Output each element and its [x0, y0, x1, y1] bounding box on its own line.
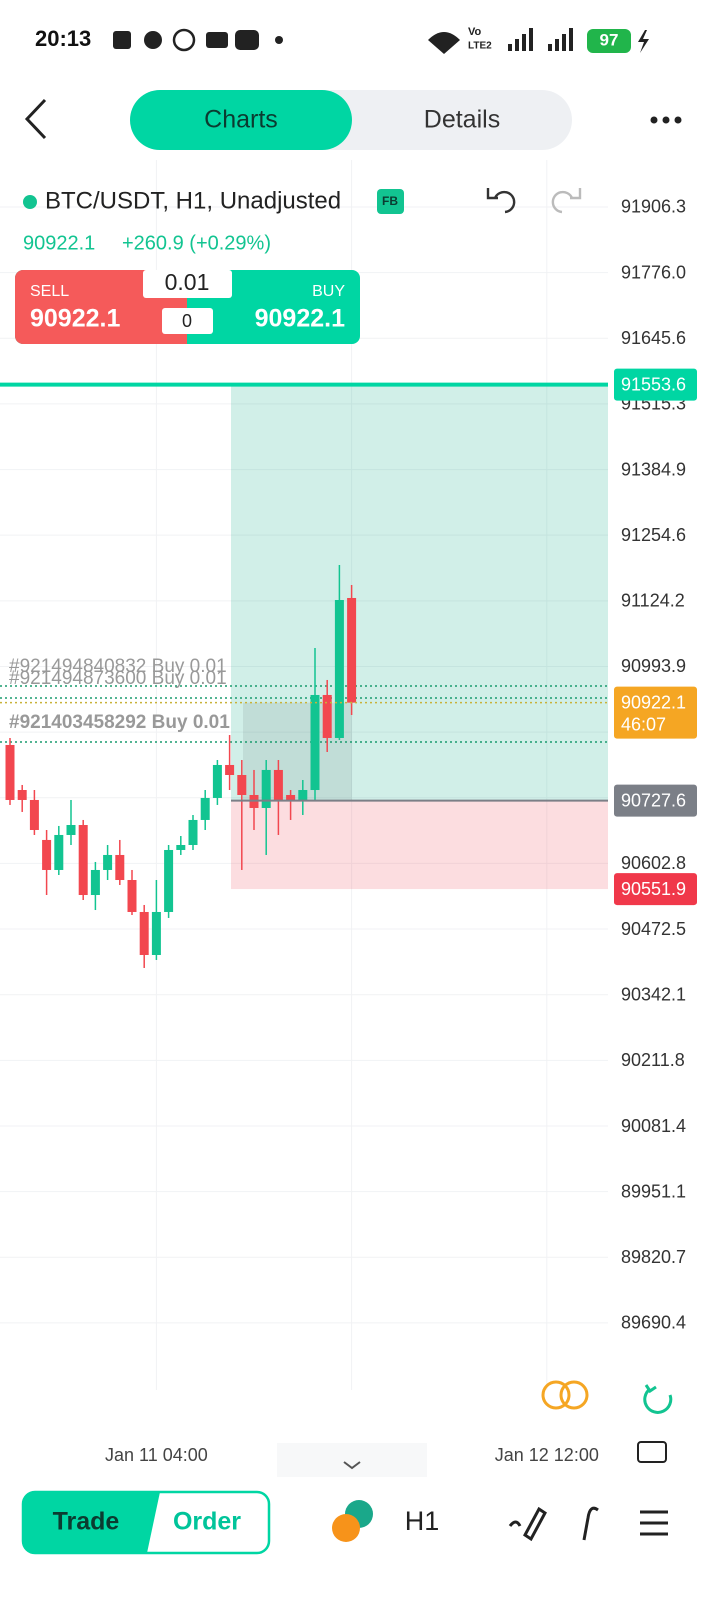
- x-tick-label: Jan 12 12:00: [495, 1445, 599, 1465]
- candle-body: [5, 744, 15, 800]
- y-tick-label: 91384.9: [621, 459, 686, 479]
- candle-body: [151, 911, 161, 955]
- candle-body: [322, 694, 332, 738]
- y-tick-label: 91776.0: [621, 262, 686, 282]
- candle-body: [103, 854, 113, 870]
- svg-text:Vo: Vo: [468, 26, 482, 38]
- buy-label[interactable]: BUY: [312, 283, 345, 300]
- candle-body: [54, 834, 64, 870]
- price-badge-label: 91553.6: [621, 374, 686, 394]
- price-badge-label: 90727.6: [621, 790, 686, 810]
- status-icons: Vo LTE2: [113, 26, 649, 54]
- trade-button[interactable]: Trade: [53, 1508, 120, 1536]
- candle-body: [90, 869, 100, 896]
- price-badge: [614, 873, 697, 906]
- last-price: 90922.1: [23, 232, 95, 254]
- order-button[interactable]: Order: [173, 1508, 241, 1536]
- lot-input[interactable]: [143, 270, 232, 298]
- buy-price[interactable]: 90922.1: [255, 305, 345, 333]
- candle-body: [200, 797, 210, 820]
- candle-body: [42, 839, 52, 870]
- clock: 20:13: [35, 26, 91, 51]
- candle-body: [310, 694, 320, 791]
- symbol-name: BTC/USDT, H1, Unadjusted: [45, 187, 341, 214]
- price-badge: [614, 368, 697, 401]
- back-button[interactable]: [24, 98, 47, 140]
- y-tick-label: 90472.5: [621, 919, 686, 939]
- redo[interactable]: [551, 188, 582, 214]
- y-tick-label: 90081.4: [621, 1116, 686, 1136]
- candle-body: [225, 764, 235, 775]
- candle-body: [29, 799, 39, 830]
- lot[interactable]: 0.01: [165, 269, 210, 295]
- timeframe[interactable]: H1: [405, 1506, 440, 1536]
- candle-body: [334, 599, 344, 738]
- tab-active[interactable]: [130, 90, 352, 150]
- candle-body: [164, 849, 174, 912]
- order-label: #921494873600 Buy 0.01: [9, 668, 227, 689]
- badge: FB: [382, 194, 398, 208]
- y-tick-label: 90993.9: [621, 656, 686, 676]
- countdown: 46:07: [621, 714, 666, 734]
- candle-body: [176, 845, 186, 850]
- badge-bg: [377, 189, 404, 214]
- x-tick-label: Jan 11 04:00: [105, 1445, 208, 1465]
- y-tick-label: 90342.1: [621, 984, 686, 1004]
- candle-body: [212, 764, 222, 798]
- bottom-icons[interactable]: [508, 1506, 668, 1542]
- spread: 0: [182, 311, 192, 331]
- price-change: +260.9 (+0.29%): [122, 232, 271, 254]
- candle-body: [127, 880, 137, 912]
- tab[interactable]: Charts: [204, 106, 278, 134]
- candle-body: [347, 597, 357, 703]
- sell-label[interactable]: SELL: [30, 283, 69, 300]
- trade-tab-bg[interactable]: [23, 1492, 160, 1553]
- candle-body: [188, 819, 198, 846]
- price-badge: [614, 784, 697, 817]
- y-tick-label: 90211.8: [621, 1050, 685, 1070]
- undo[interactable]: [486, 188, 516, 214]
- candle-body: [237, 775, 247, 795]
- y-tick-label: 90602.8: [621, 853, 686, 873]
- y-tick-label: 91645.6: [621, 328, 686, 348]
- candle-body: [66, 825, 76, 835]
- price-badge-label: 90551.9: [621, 879, 686, 899]
- spread-box: [162, 308, 213, 334]
- status-dot: [23, 195, 37, 209]
- coin-icon[interactable]: [332, 1500, 373, 1542]
- candle-body: [17, 790, 27, 800]
- sell-price[interactable]: 90922.1: [30, 305, 120, 333]
- tool-icons[interactable]: [277, 1380, 673, 1477]
- candle-body: [298, 790, 308, 800]
- tab[interactable]: Details: [424, 106, 500, 134]
- y-tick-label: 89820.7: [621, 1247, 686, 1267]
- profit-zone: [231, 384, 608, 801]
- candle-body: [261, 769, 271, 808]
- y-tick-label: 91906.3: [621, 197, 686, 217]
- y-tick-label: 91254.6: [621, 525, 686, 545]
- candle-body: [273, 769, 283, 800]
- candle-body: [78, 825, 88, 896]
- price-badge-label: 90922.1: [621, 692, 686, 712]
- y-tick-label: 89690.4: [621, 1313, 686, 1333]
- price-badge: [614, 686, 697, 739]
- y-tick-label: 91124.2: [621, 591, 685, 611]
- candle-body: [139, 911, 149, 955]
- loss-zone: [231, 800, 608, 890]
- chart: 91906.391776.091645.691515.391384.991254…: [0, 160, 697, 1465]
- position-zone: [243, 702, 352, 801]
- order-label: #921494840832 Buy 0.01: [9, 656, 227, 677]
- more-button[interactable]: [650, 116, 682, 124]
- candle-body: [115, 854, 125, 881]
- candle-body: [286, 794, 296, 800]
- y-tick-label: 89951.1: [621, 1181, 686, 1201]
- order-label: #921403458292 Buy 0.01: [9, 712, 230, 733]
- battery: 97: [600, 30, 619, 49]
- svg-text:LTE2: LTE2: [468, 41, 492, 52]
